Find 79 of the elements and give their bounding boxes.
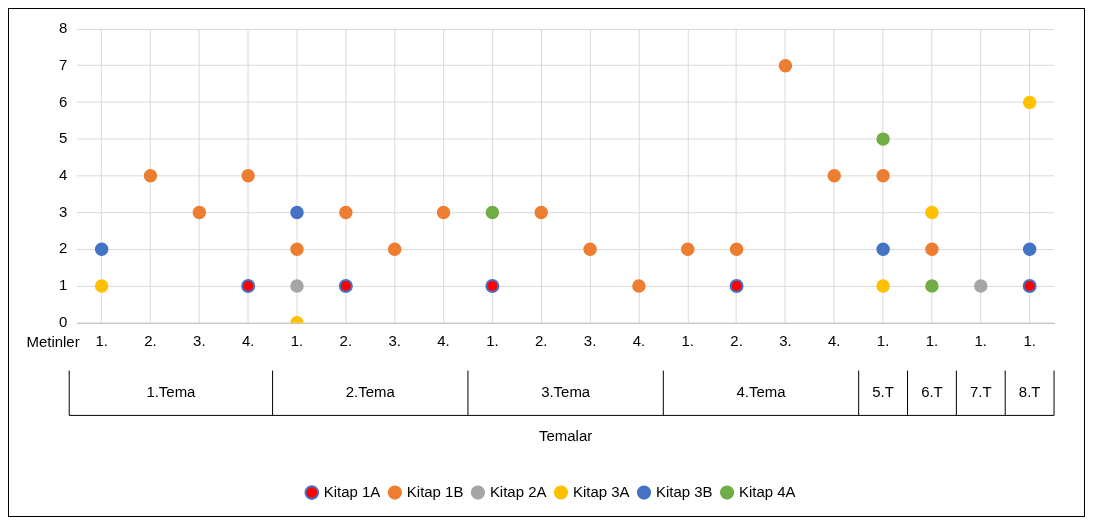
point	[192, 205, 207, 220]
text: 2.Tema	[345, 382, 396, 400]
point	[94, 279, 109, 293]
x-tick-label: 4.	[241, 331, 255, 349]
point	[436, 205, 451, 220]
x-tick-label: 4.	[828, 331, 841, 349]
x-tick-label: 3.	[583, 331, 597, 349]
y-tick-label: 5	[58, 129, 68, 147]
x-tick-label: 1.	[1023, 331, 1036, 349]
text: 7.T	[969, 382, 992, 400]
x-tick-label: 1.	[290, 331, 304, 349]
x-tick-label: 1.	[974, 331, 988, 349]
point	[241, 169, 255, 183]
point	[729, 242, 744, 257]
y-tick-label: 7	[58, 55, 68, 73]
x-tick-label: 1.	[681, 331, 694, 349]
legend-label: Kitap 3A	[572, 482, 630, 500]
point	[876, 169, 890, 183]
text: Temalar	[539, 427, 593, 445]
x-tick-label: 3.	[193, 331, 206, 349]
text: 6.T	[921, 382, 943, 400]
legend-label: Kitap 3B	[656, 482, 713, 500]
point	[241, 279, 256, 294]
point	[925, 279, 939, 293]
point	[1022, 242, 1037, 257]
text: 5.T	[872, 382, 894, 400]
x-tick-label: 4.	[437, 331, 450, 349]
text: 4.Tema	[736, 382, 787, 400]
point	[143, 169, 158, 183]
y-tick-label: 3	[58, 202, 68, 220]
point	[681, 242, 695, 257]
x-tick-label: 3.	[779, 331, 792, 349]
x-tick-label: 4.	[632, 331, 646, 349]
y-tick-label: 0	[58, 312, 68, 330]
y-tick-label: 4	[58, 165, 68, 183]
point	[534, 205, 548, 220]
x-tick-label: 1.	[925, 331, 939, 349]
point	[778, 58, 793, 73]
y-tick-label: 8	[58, 19, 68, 37]
legend-label: Kitap 2A	[489, 482, 547, 500]
text: 3.Tema	[541, 382, 591, 400]
point	[94, 242, 109, 257]
point	[1022, 95, 1037, 110]
x-tick-label: 2.	[730, 331, 743, 349]
point	[925, 205, 939, 220]
x-tick-label: 2.	[339, 331, 353, 349]
point	[876, 242, 890, 257]
legend-label: Kitap 4A	[739, 482, 796, 500]
point	[290, 279, 304, 293]
point	[338, 279, 353, 294]
y-tick-label: 6	[58, 92, 68, 110]
x-tick-label: 2.	[144, 331, 157, 349]
point	[485, 279, 500, 294]
x-tick-label: 3.	[388, 331, 401, 349]
point	[876, 132, 890, 146]
point	[632, 279, 646, 293]
y-tick-label: 2	[58, 239, 68, 257]
point	[925, 242, 939, 257]
point	[974, 279, 988, 293]
legend-label: Kitap 1B	[406, 482, 464, 500]
legend-label: Kitap 1A	[323, 482, 381, 500]
text: Metinler	[26, 332, 80, 350]
point	[876, 279, 890, 293]
point	[387, 242, 402, 257]
point	[485, 205, 500, 220]
point	[1022, 279, 1037, 294]
text: 8.T	[1018, 382, 1041, 400]
point	[729, 279, 744, 294]
x-tick-label: 1.	[95, 331, 108, 349]
point	[583, 242, 597, 257]
y-tick-label: 1	[58, 276, 68, 294]
point	[827, 169, 842, 183]
point	[290, 205, 304, 220]
x-tick-label: 1.	[486, 331, 499, 349]
point	[339, 205, 353, 220]
point	[290, 242, 304, 257]
text: 1.Tema	[146, 382, 197, 400]
x-tick-label: 1.	[876, 331, 890, 349]
x-tick-label: 2.	[534, 331, 548, 349]
